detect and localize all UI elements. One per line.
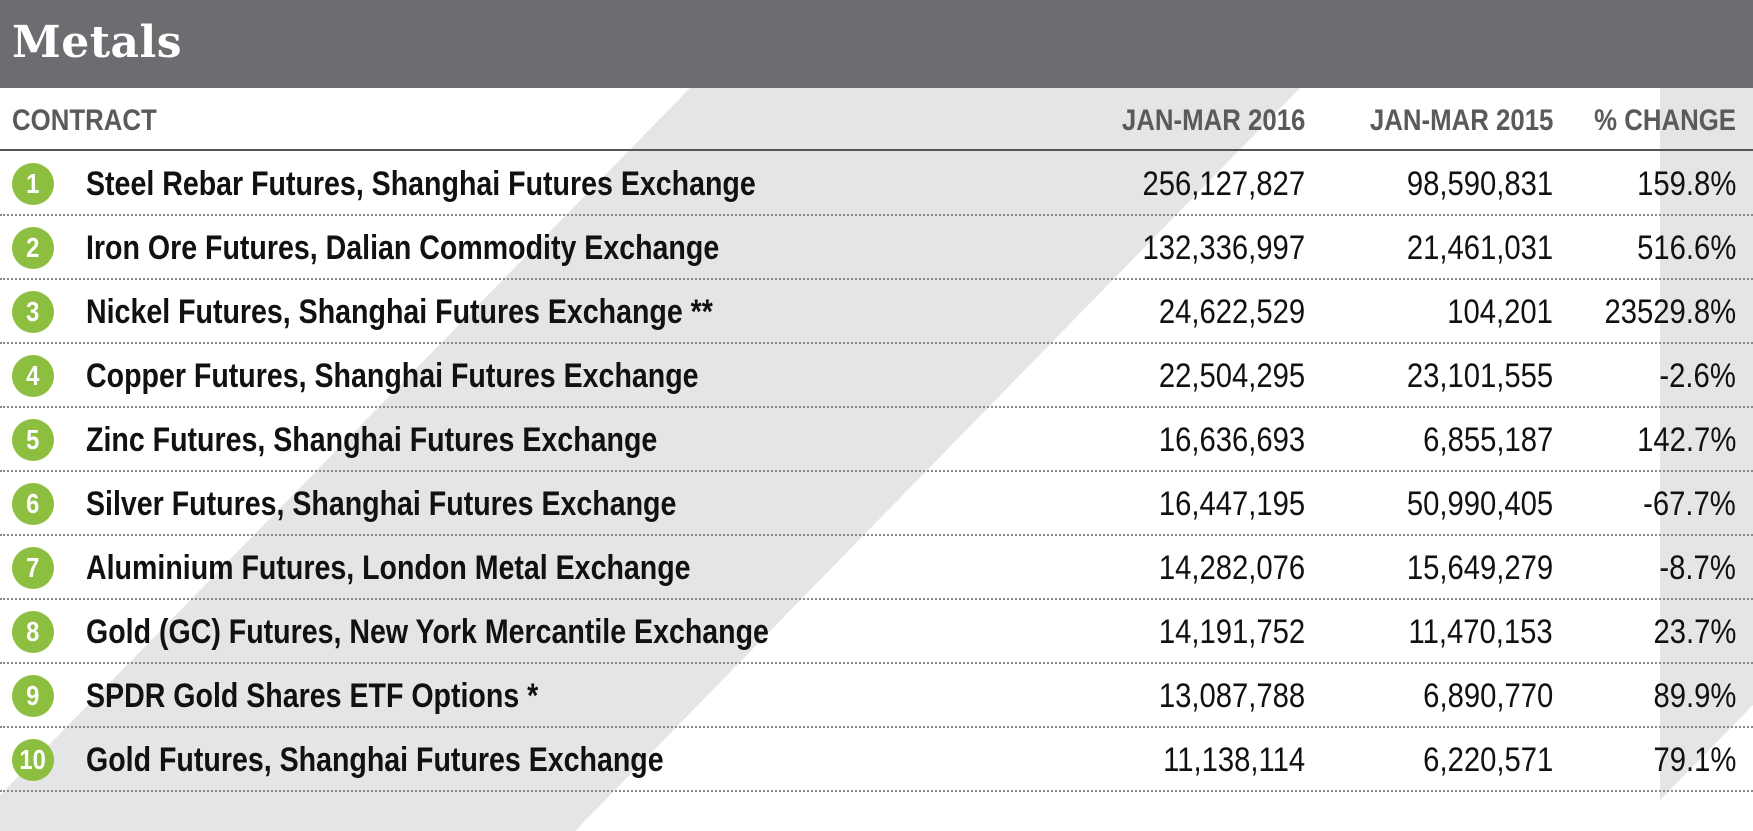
rank-number: 2 xyxy=(26,232,40,263)
diagonal-stripe-right xyxy=(1660,88,1753,800)
contract-name: SPDR Gold Shares ETF Options * xyxy=(86,677,539,715)
value-jan-mar-2015: 104,201 xyxy=(1447,293,1553,331)
contract-name: Steel Rebar Futures, Shanghai Futures Ex… xyxy=(86,165,756,203)
value-jan-mar-2015: 15,649,279 xyxy=(1406,549,1553,587)
rank-number: 1 xyxy=(26,168,40,199)
value-percent-change: 79.1% xyxy=(1653,741,1736,779)
table-header-bar: Metals xyxy=(0,0,1753,88)
table-row: 4 Copper Futures, Shanghai Futures Exchan… xyxy=(0,344,1753,408)
contract-name: Copper Futures, Shanghai Futures Exchang… xyxy=(86,357,699,395)
value-percent-change: -67.7% xyxy=(1643,485,1736,523)
table-row: 9 SPDR Gold Shares ETF Options * 13,087,78… xyxy=(0,664,1753,728)
rank-badge: 2 xyxy=(12,227,54,269)
value-percent-change: 89.9% xyxy=(1653,677,1736,715)
rank-number: 4 xyxy=(26,360,40,391)
contract-name: Zinc Futures, Shanghai Futures Exchange xyxy=(86,421,658,459)
value-percent-change: 142.7% xyxy=(1636,421,1736,459)
rank-badge: 9 xyxy=(12,675,54,717)
value-jan-mar-2015: 98,590,831 xyxy=(1406,165,1553,203)
rank-number: 7 xyxy=(26,552,40,583)
rank-number: 9 xyxy=(26,680,40,711)
rank-badge: 10 xyxy=(12,739,54,781)
column-header-row: CONTRACT JAN-MAR 2016 JAN-MAR 2015 % CHA… xyxy=(0,88,1753,151)
rank-badge: 1 xyxy=(12,163,54,205)
table-title: Metals xyxy=(12,17,183,68)
column-header-jan-mar-2015: JAN-MAR 2015 xyxy=(1369,104,1553,137)
rank-number: 10 xyxy=(19,744,47,775)
value-percent-change: 159.8% xyxy=(1636,165,1736,203)
column-header-contract: CONTRACT xyxy=(12,104,157,137)
value-jan-mar-2015: 6,890,770 xyxy=(1422,677,1553,715)
contract-name: Gold (GC) Futures, New York Mercantile E… xyxy=(86,613,769,651)
rank-number: 8 xyxy=(26,616,40,647)
value-jan-mar-2016: 16,447,195 xyxy=(1158,485,1305,523)
value-jan-mar-2015: 50,990,405 xyxy=(1406,485,1553,523)
contract-name: Iron Ore Futures, Dalian Commodity Excha… xyxy=(86,229,720,267)
value-percent-change: 23529.8% xyxy=(1604,293,1736,331)
contract-name: Aluminium Futures, London Metal Exchange xyxy=(86,549,691,587)
table-body: 1 Steel Rebar Futures, Shanghai Futures E… xyxy=(0,152,1753,792)
rank-badge: 5 xyxy=(12,419,54,461)
value-jan-mar-2015: 6,220,571 xyxy=(1422,741,1553,779)
value-jan-mar-2016: 16,636,693 xyxy=(1158,421,1305,459)
value-jan-mar-2016: 11,138,114 xyxy=(1162,741,1305,779)
table-row: 2 Iron Ore Futures, Dalian Commodity Exch… xyxy=(0,216,1753,280)
contract-name: Nickel Futures, Shanghai Futures Exchang… xyxy=(86,293,713,331)
table-row: 7 Aluminium Futures, London Metal Exchang… xyxy=(0,536,1753,600)
column-header-percent-change: % CHANGE xyxy=(1594,104,1736,137)
value-jan-mar-2016: 132,336,997 xyxy=(1142,229,1305,267)
rank-badge: 6 xyxy=(12,483,54,525)
value-percent-change: -2.6% xyxy=(1659,357,1736,395)
rank-number: 3 xyxy=(26,296,40,327)
contract-name: Gold Futures, Shanghai Futures Exchange xyxy=(86,741,664,779)
value-percent-change: 23.7% xyxy=(1653,613,1736,651)
value-jan-mar-2016: 24,622,529 xyxy=(1158,293,1305,331)
value-jan-mar-2016: 256,127,827 xyxy=(1142,165,1305,203)
table-row: 10 Gold Futures, Shanghai Futures Exchang… xyxy=(0,728,1753,792)
value-jan-mar-2016: 14,282,076 xyxy=(1158,549,1305,587)
value-jan-mar-2015: 6,855,187 xyxy=(1422,421,1553,459)
value-jan-mar-2015: 21,461,031 xyxy=(1406,229,1553,267)
table-row: 8 Gold (GC) Futures, New York Mercantile … xyxy=(0,600,1753,664)
value-percent-change: 516.6% xyxy=(1636,229,1736,267)
value-jan-mar-2015: 11,470,153 xyxy=(1408,613,1553,651)
table-row: 3 Nickel Futures, Shanghai Futures Exchan… xyxy=(0,280,1753,344)
value-jan-mar-2016: 14,191,752 xyxy=(1158,613,1305,651)
value-percent-change: -8.7% xyxy=(1659,549,1736,587)
table-row: 6 Silver Futures, Shanghai Futures Exchan… xyxy=(0,472,1753,536)
value-jan-mar-2016: 22,504,295 xyxy=(1158,357,1305,395)
diagonal-stripe-left xyxy=(0,88,1300,831)
column-header-jan-mar-2016: JAN-MAR 2016 xyxy=(1121,104,1305,137)
value-jan-mar-2015: 23,101,555 xyxy=(1406,357,1553,395)
rank-number: 5 xyxy=(26,424,40,455)
rank-number: 6 xyxy=(26,488,40,519)
table-row: 5 Zinc Futures, Shanghai Futures Exchange… xyxy=(0,408,1753,472)
rank-badge: 3 xyxy=(12,291,54,333)
rank-badge: 4 xyxy=(12,355,54,397)
table-row: 1 Steel Rebar Futures, Shanghai Futures E… xyxy=(0,152,1753,216)
rank-badge: 7 xyxy=(12,547,54,589)
rank-badge: 8 xyxy=(12,611,54,653)
contract-name: Silver Futures, Shanghai Futures Exchang… xyxy=(86,485,677,523)
value-jan-mar-2016: 13,087,788 xyxy=(1158,677,1305,715)
